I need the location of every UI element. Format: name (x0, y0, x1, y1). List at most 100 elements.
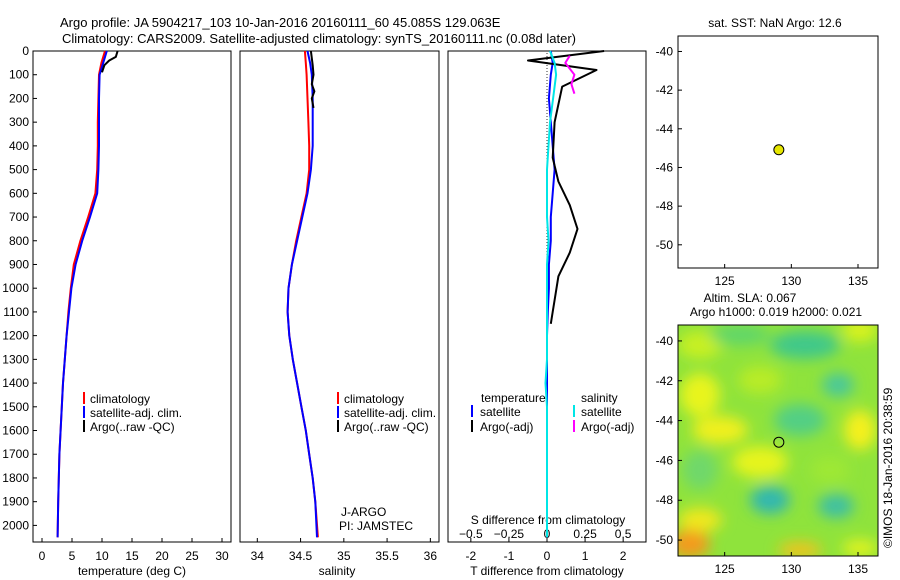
pi-label: PI: JAMSTEC (339, 519, 413, 533)
series-line-t-argo-adj- (527, 50, 605, 324)
sst-map-title: sat. SST: NaN Argo: 12.6 (708, 16, 842, 30)
depth-tick-label: 1600 (2, 424, 29, 438)
sla-map-title-line2: Argo h1000: 0.019 h2000: 0.021 (690, 305, 862, 319)
map-x-tick-label: 135 (848, 562, 868, 576)
temperature-xlabel: temperature (deg C) (78, 564, 186, 578)
legend-t-argo-label: Argo(-adj) (480, 420, 533, 434)
depth-tick-label: 800 (9, 234, 29, 248)
sla-map-points (773, 436, 785, 448)
x-tick-label: 0 (39, 549, 46, 563)
sla-heatmap (678, 325, 878, 556)
depth-tick-label: 1800 (2, 471, 29, 485)
x-tick-label: 30 (215, 549, 229, 563)
map-y-tick-label: -46 (656, 160, 674, 174)
map-x-tick-label: 135 (848, 274, 868, 288)
legend-salinity-title: salinity (581, 391, 618, 405)
map-y-tick-label: -40 (656, 44, 674, 58)
map-x-tick-label: 125 (715, 562, 735, 576)
imos-watermark: ©IMOS 18-Jan-2016 20:38:59 (881, 387, 895, 548)
map-y-tick-label: -40 (656, 334, 674, 348)
temperature-x-axis: 0 5 10 15 20 25 30 (39, 538, 229, 563)
argo-position-marker (773, 144, 785, 156)
map-y-tick-label: -50 (656, 533, 674, 547)
depth-tick-label: 900 (9, 257, 29, 271)
legend-temperature-title: temperature (481, 391, 546, 405)
depth-tick-label: 1200 (2, 329, 29, 343)
salinity-panel-frame (239, 50, 440, 543)
legend-satellite-label: satellite-adj. clim. (90, 406, 182, 420)
series-line-s-argo-adj- (564, 55, 576, 95)
depth-tick-label: 100 (9, 68, 29, 82)
depth-tick-label: 0 (22, 44, 29, 58)
map-x-tick-label: 125 (715, 274, 735, 288)
series-line-argo-raw-qc- (101, 50, 119, 73)
difference-s-axis: −0.5 −0.25 0 0.25 0.5 (459, 527, 632, 541)
salinity-x-axis: 34 34.5 35 35.5 36 (251, 538, 438, 563)
legend-argo-label: Argo(..raw -QC) (90, 420, 175, 434)
depth-tick-label: 600 (9, 186, 29, 200)
x-tick-label: -1 (504, 549, 515, 563)
depth-tick-label: 1100 (3, 305, 29, 319)
map-y-tick-label: -46 (656, 453, 674, 467)
depth-tick-label: 400 (9, 139, 29, 153)
series-line-argo-raw-qc- (309, 50, 316, 109)
difference-t-xlabel: T difference from climatology (470, 564, 624, 578)
temperature-series (56, 50, 119, 538)
x-tick-label: 1 (582, 549, 589, 563)
sst-map-points (773, 144, 785, 156)
depth-axis: 0 100 200 300 400 500 600 700 800 900 1000 1100 1200… (2, 44, 37, 532)
map-y-tick-label: -44 (656, 414, 674, 428)
map-y-tick-label: -44 (656, 122, 674, 136)
series-line-climatology (56, 50, 106, 538)
legend-climatology-label: climatology (344, 392, 404, 406)
series-line-s-satellite (544, 50, 558, 538)
x-tick-label: 0 (544, 549, 551, 563)
depth-tick-label: 700 (9, 210, 29, 224)
legend-argo-label: Argo(..raw -QC) (344, 420, 429, 434)
x-tick-label: 10 (95, 549, 109, 563)
x-tick-label: 34.5 (289, 549, 313, 563)
depth-tick-label: 300 (9, 115, 29, 129)
depth-tick-label: 1700 (2, 447, 29, 461)
depth-tick-label: 200 (9, 91, 29, 105)
map-x-tick-label: 130 (781, 562, 801, 576)
depth-tick-label: 2000 (2, 518, 29, 532)
map-y-tick-label: -48 (656, 199, 674, 213)
temperature-panel-frame (32, 50, 232, 543)
sla-map-title-line1: Altim. SLA: 0.067 (704, 291, 797, 305)
map-y-tick-label: -48 (656, 493, 674, 507)
salinity-series (286, 50, 319, 538)
map-y-tick-label: -50 (656, 238, 674, 252)
legend-s-argo-label: Argo(-adj) (581, 420, 634, 434)
x-tick-label: 2 (620, 549, 627, 563)
x-tick-label: 5 (69, 549, 76, 563)
x-tick-label: 25 (185, 549, 199, 563)
x-tick-label: 35 (337, 549, 351, 563)
depth-tick-label: 1000 (2, 281, 29, 295)
program-label: J-ARGO (341, 505, 386, 519)
depth-tick-label: 1900 (2, 495, 29, 509)
difference-t-axis: -2 -1 0 1 2 (466, 538, 627, 563)
sst-map-frame (677, 35, 879, 269)
depth-tick-label: 1500 (2, 400, 29, 414)
legend-climatology-label: climatology (90, 392, 150, 406)
salinity-xlabel: salinity (319, 564, 356, 578)
s-tick-label: 0.25 (573, 527, 597, 541)
x-tick-label: -2 (466, 549, 477, 563)
salinity-legend: climatology satellite-adj. clim. Argo(..… (337, 392, 436, 434)
temperature-legend: climatology satellite-adj. clim. Argo(..… (83, 392, 182, 434)
s-tick-label: −0.25 (494, 527, 525, 541)
series-line-satellite-adj-clim- (286, 50, 318, 538)
s-tick-label: 0.5 (615, 527, 632, 541)
sst-map-axes: 125 130 135 -40 -42 -44 -46 -48 -50 (656, 44, 869, 288)
legend-t-satellite-label: satellite (480, 405, 521, 419)
legend-s-satellite-label: satellite (581, 405, 622, 419)
sla-map-frame (677, 324, 879, 557)
depth-tick-label: 500 (9, 163, 29, 177)
figure-title-line2: Climatology: CARS2009. Satellite-adjuste… (62, 31, 576, 46)
difference-legend: temperature salinity satellite Argo(-adj… (471, 391, 634, 434)
legend-satellite-label: satellite-adj. clim. (344, 406, 436, 420)
depth-tick-label: 1300 (2, 352, 29, 366)
x-tick-label: 36 (424, 549, 438, 563)
